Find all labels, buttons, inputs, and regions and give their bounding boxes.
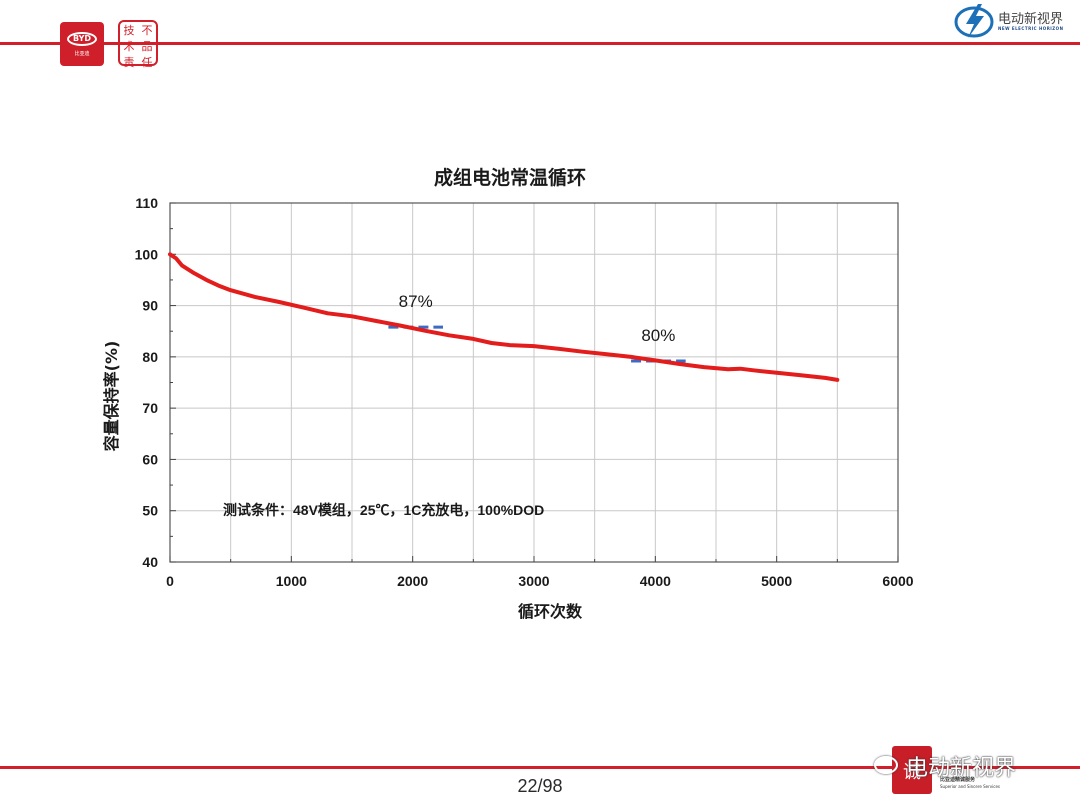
y-tick-label: 90 <box>142 298 158 314</box>
test-conditions-annotation: 测试条件：48V模组，25℃，1C充放电，100%DOD <box>223 502 544 518</box>
watermark-text: 电动新视界 <box>906 756 1017 781</box>
y-tick-label: 40 <box>142 554 158 570</box>
series-line <box>168 252 840 382</box>
chart-title: 成组电池常温循环 <box>433 167 586 189</box>
x-tick-label: 6000 <box>882 573 913 589</box>
x-axis-label: 循环次数 <box>517 602 582 621</box>
y-tick-label: 110 <box>135 195 158 211</box>
y-tick-label: 60 <box>142 451 158 467</box>
quality-seal-logo: 技 不 术 品 责 任 <box>118 20 158 69</box>
partner-logo-subtitle: NEW ELECTRIC HORIZON <box>998 26 1064 31</box>
partner-logo-name: 电动新视界 <box>998 12 1064 27</box>
marker-label: 80% <box>641 326 675 345</box>
byd-logo: BYD 比亚迪 <box>60 22 104 66</box>
y-tick-label: 50 <box>142 503 158 519</box>
seal-char: 品 <box>141 40 153 53</box>
byd-logo-mark: BYD <box>67 32 97 46</box>
seal-char: 任 <box>141 56 153 69</box>
x-tick-label: 3000 <box>518 573 549 589</box>
page-number: 22/98 <box>517 776 563 796</box>
y-tick-label: 80 <box>142 349 158 365</box>
service-brand-seal: 诚 <box>892 746 932 794</box>
seal-char: 不 <box>141 24 153 37</box>
seal-char: 技 <box>123 24 135 37</box>
seal-char: 责 <box>123 56 135 69</box>
x-tick-label: 0 <box>166 573 174 589</box>
marker-label: 87% <box>399 292 433 311</box>
header-rule <box>0 42 1080 45</box>
wechat-icon <box>874 756 898 774</box>
lightning-globe-icon <box>954 4 994 38</box>
service-brand-en: Superior and Sincere Services <box>940 784 1000 789</box>
value-markers: 87% 80% <box>388 292 686 363</box>
y-tick-label: 70 <box>142 400 158 416</box>
x-tick-label: 2000 <box>397 573 428 589</box>
x-tick-label: 5000 <box>761 573 792 589</box>
axis-ticks: 0 1000 2000 3000 4000 5000 6000 40 50 60 70 80 90 100… <box>135 195 914 589</box>
chart-grid <box>170 203 898 562</box>
seal-char: 术 <box>123 40 135 53</box>
new-electric-horizon-logo: 电动新视界 NEW ELECTRIC HORIZON <box>950 0 1078 42</box>
footer-rule <box>0 766 1080 769</box>
service-brand-cn: 比亚迪精诚服务 <box>940 777 976 783</box>
x-tick-label: 4000 <box>640 573 671 589</box>
brand-seal-char: 诚 <box>903 762 921 783</box>
y-tick-label: 100 <box>135 246 159 262</box>
byd-logo-subtext: 比亚迪 <box>74 51 90 57</box>
x-tick-label: 1000 <box>276 573 307 589</box>
